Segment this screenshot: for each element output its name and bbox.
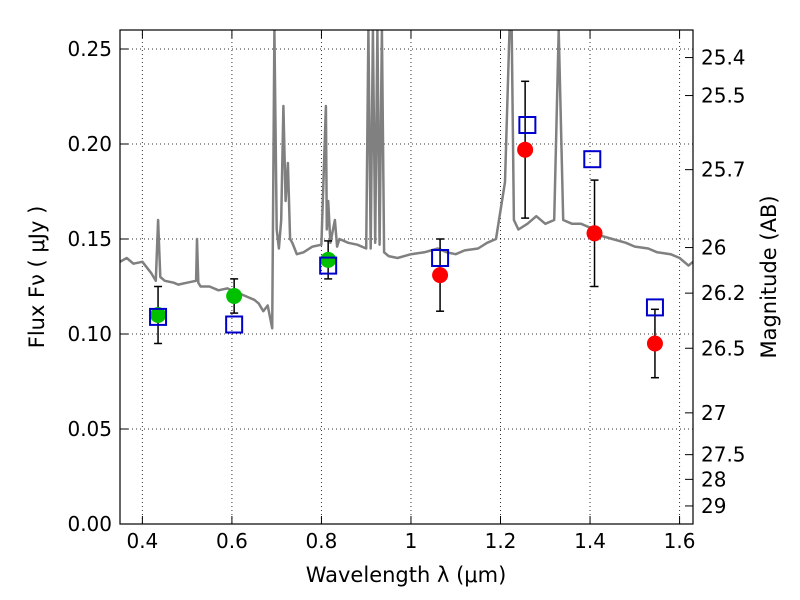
right-tick-label: 26.5: [701, 336, 746, 360]
red-data-point: [646, 335, 663, 352]
red-data-point: [586, 225, 603, 242]
grid: [120, 30, 693, 524]
blue-model-square: [645, 298, 664, 317]
right-tick-label: 25.7: [701, 158, 746, 182]
right-tick-label: 25.4: [701, 46, 746, 70]
blue-model-square: [518, 116, 537, 134]
green-data-point: [150, 307, 167, 323]
right-tick-label: 27: [701, 401, 726, 425]
red-data-point: [517, 141, 534, 158]
x-tick-label: 1.2: [485, 529, 517, 553]
right-tick-label: 28: [701, 467, 726, 491]
right-tick-label: 25.5: [701, 84, 746, 108]
x-tick-label: 0.4: [126, 529, 158, 553]
x-tick-label: 1.6: [664, 529, 696, 553]
y-tick-label: 0.20: [67, 132, 112, 156]
x-tick-label: 0.6: [216, 529, 248, 553]
axes: [119, 29, 694, 525]
blue-model-square: [225, 315, 244, 334]
blue-model-square: [319, 256, 338, 275]
y-tick-label: 0.05: [67, 417, 112, 441]
y-tick-label: 0.15: [67, 227, 112, 251]
blue-model-square: [431, 249, 450, 267]
x-tick-label: 0.8: [306, 529, 338, 553]
x-tick-label: 1: [405, 529, 418, 553]
x-axis-label: Wavelength λ (μm): [306, 563, 507, 587]
ticks: 0.4 0.6 0.8 1 1.2 1.4 1.6 0.00 0.05 0.10 0.15 0.20 0…: [67, 30, 746, 553]
right-tick-label: 26.2: [701, 281, 746, 305]
y-axis-right-label: Magnitude (AB): [757, 195, 781, 358]
right-tick-label: 27.5: [701, 443, 746, 467]
green-data-point: [226, 288, 243, 304]
y-tick-label: 0.10: [67, 322, 112, 346]
blue-model-square: [583, 150, 602, 169]
red-data-point: [432, 267, 449, 284]
plot-frame: [119, 29, 694, 525]
x-tick-label: 1.4: [574, 529, 606, 553]
plot-area: [120, 30, 693, 379]
green-data-point: [320, 251, 337, 268]
y-tick-label: 0.00: [67, 512, 112, 536]
blue-model-square: [149, 307, 168, 326]
y-tick-label: 0.25: [67, 37, 112, 61]
right-tick-label: 26: [701, 236, 726, 260]
right-tick-label: 29: [701, 494, 726, 518]
y-axis-label: Flux Fν ( μJy ): [25, 206, 49, 349]
model-spectrum-line: [120, 30, 693, 330]
